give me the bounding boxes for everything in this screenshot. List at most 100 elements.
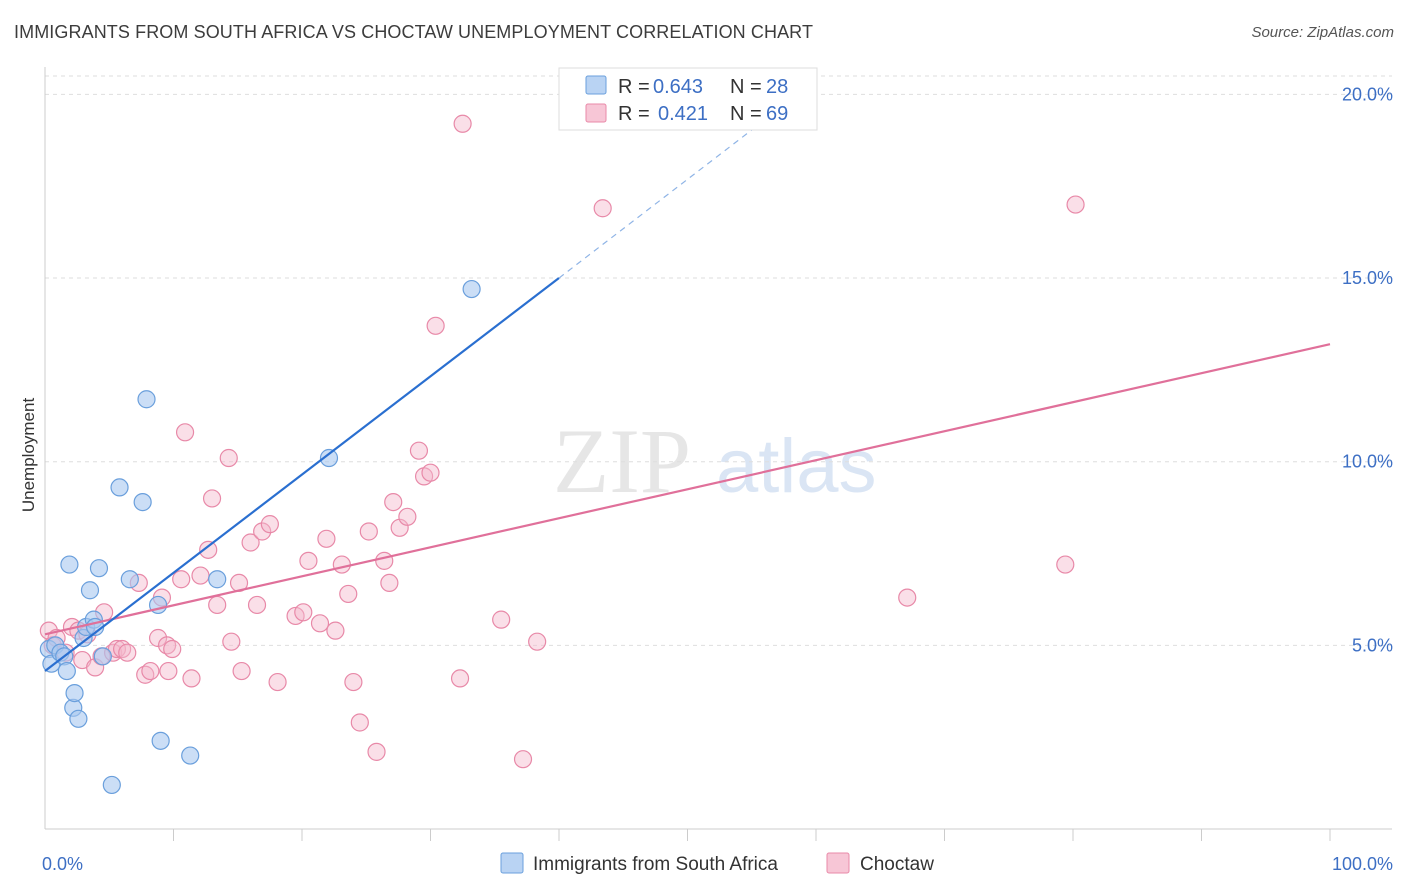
legend-top-n-value-0: 28 bbox=[766, 76, 788, 98]
series-0-points bbox=[39, 279, 481, 795]
point-series-1-55 bbox=[398, 507, 417, 526]
point-series-0-9 bbox=[69, 709, 88, 728]
point-series-1-67 bbox=[1056, 555, 1075, 574]
y-tick-label-1: 10.0% bbox=[1342, 452, 1393, 472]
point-series-0-17 bbox=[102, 775, 121, 795]
point-series-1-48 bbox=[350, 713, 369, 732]
x-tick-label-1: 100.0% bbox=[1332, 854, 1393, 874]
legend-top-r-value-0: 0.643 bbox=[653, 76, 703, 98]
point-series-1-56 bbox=[409, 441, 429, 460]
y-tick-labels: 5.0% 10.0% 15.0% 20.0% bbox=[1342, 84, 1393, 655]
legend-bottom: Immigrants from South Africa Choctaw bbox=[500, 852, 934, 875]
legend-top-n-value-1: 69 bbox=[766, 103, 788, 125]
point-series-1-40 bbox=[294, 603, 313, 622]
point-series-1-62 bbox=[492, 610, 511, 629]
point-series-1-22 bbox=[163, 639, 182, 659]
point-series-1-14 bbox=[118, 643, 137, 662]
point-series-0-26 bbox=[319, 448, 339, 468]
point-series-0-18 bbox=[110, 478, 129, 497]
point-series-0-12 bbox=[80, 581, 100, 600]
point-series-1-21 bbox=[159, 661, 178, 681]
y-tick-label-0: 5.0% bbox=[1352, 635, 1393, 655]
point-series-1-17 bbox=[141, 661, 160, 681]
point-series-1-35 bbox=[247, 595, 267, 615]
point-series-1-38 bbox=[268, 672, 287, 692]
point-series-0-27 bbox=[462, 279, 481, 299]
point-series-0-15 bbox=[89, 559, 109, 578]
grid-lines bbox=[45, 75, 1392, 646]
point-series-1-33 bbox=[232, 661, 251, 681]
point-series-0-8 bbox=[65, 683, 84, 703]
point-series-1-26 bbox=[191, 566, 210, 585]
y-tick-label-3: 20.0% bbox=[1342, 84, 1393, 104]
axes bbox=[44, 67, 1392, 841]
point-series-1-12 bbox=[107, 639, 127, 659]
legend-top-swatch-south-africa bbox=[585, 75, 607, 95]
point-series-1-68 bbox=[1066, 195, 1085, 214]
x-tick-label-0: 0.0% bbox=[42, 854, 83, 874]
point-series-1-45 bbox=[332, 555, 351, 574]
point-series-1-41 bbox=[299, 551, 318, 570]
point-series-1-49 bbox=[359, 522, 378, 541]
point-series-1-42 bbox=[310, 614, 330, 633]
point-series-1-61 bbox=[453, 114, 472, 133]
trend-line-south-africa bbox=[44, 277, 560, 672]
legend-top-n-label-0: N = bbox=[730, 76, 762, 98]
y-axis-title: Unemployment bbox=[19, 398, 38, 513]
point-series-1-34 bbox=[241, 533, 260, 552]
legend-bottom-label-south-africa: Immigrants from South Africa bbox=[533, 854, 778, 875]
trend-line-south-africa-extension bbox=[558, 119, 765, 279]
point-series-1-51 bbox=[375, 551, 394, 570]
point-series-1-36 bbox=[253, 522, 272, 541]
point-series-1-43 bbox=[317, 529, 336, 548]
point-series-1-23 bbox=[172, 570, 191, 589]
point-series-1-29 bbox=[208, 595, 227, 615]
legend-top: R = 0.643 N = 28 R = 0.421 N = 69 bbox=[558, 67, 818, 131]
point-series-1-64 bbox=[528, 632, 547, 651]
point-series-0-25 bbox=[208, 570, 227, 589]
point-series-0-24 bbox=[181, 746, 200, 765]
watermark-atlas: atlas bbox=[716, 424, 877, 509]
source-label: Source: ZipAtlas.com bbox=[1251, 24, 1394, 41]
point-series-0-21 bbox=[137, 390, 156, 409]
legend-bottom-label-choctaw: Choctaw bbox=[860, 854, 934, 875]
point-series-1-27 bbox=[199, 540, 218, 559]
watermark: ZIP atlas bbox=[553, 410, 877, 512]
legend-bottom-swatch-choctaw bbox=[826, 852, 850, 874]
point-series-0-23 bbox=[151, 731, 170, 750]
y-tick-label-2: 15.0% bbox=[1342, 268, 1393, 288]
point-series-0-16 bbox=[93, 647, 112, 666]
point-series-1-50 bbox=[367, 742, 386, 761]
legend-bottom-swatch-south-africa bbox=[500, 852, 524, 874]
chart-title: IMMIGRANTS FROM SOUTH AFRICA VS CHOCTAW … bbox=[14, 22, 814, 42]
point-series-1-46 bbox=[339, 584, 358, 604]
trend-line-choctaw bbox=[44, 343, 1331, 636]
point-series-1-30 bbox=[219, 448, 238, 468]
legend-top-r-value-1: 0.421 bbox=[658, 103, 708, 125]
point-series-1-66 bbox=[898, 588, 917, 607]
point-series-1-37 bbox=[260, 515, 279, 534]
point-series-1-58 bbox=[421, 463, 440, 482]
point-series-0-6 bbox=[60, 555, 79, 574]
point-series-1-65 bbox=[593, 199, 612, 218]
point-series-1-63 bbox=[513, 750, 533, 769]
point-series-1-47 bbox=[344, 672, 363, 692]
point-series-1-28 bbox=[202, 489, 222, 508]
trend-lines bbox=[44, 119, 1331, 672]
point-series-1-24 bbox=[175, 423, 195, 442]
legend-top-r-label-1: R = bbox=[618, 103, 650, 125]
legend-top-n-label-1: N = bbox=[730, 103, 762, 125]
point-series-1-60 bbox=[450, 669, 470, 688]
point-series-0-5 bbox=[57, 661, 76, 681]
point-series-1-59 bbox=[426, 316, 445, 335]
point-series-0-19 bbox=[120, 570, 139, 589]
watermark-zip: ZIP bbox=[553, 410, 691, 512]
point-series-1-25 bbox=[182, 669, 201, 688]
point-series-0-20 bbox=[133, 492, 152, 512]
point-series-1-44 bbox=[326, 621, 345, 640]
x-tick-labels: 0.0% 100.0% bbox=[42, 854, 1393, 874]
legend-top-swatch-choctaw bbox=[585, 103, 607, 123]
point-series-1-52 bbox=[380, 573, 399, 593]
point-series-1-31 bbox=[222, 632, 241, 651]
